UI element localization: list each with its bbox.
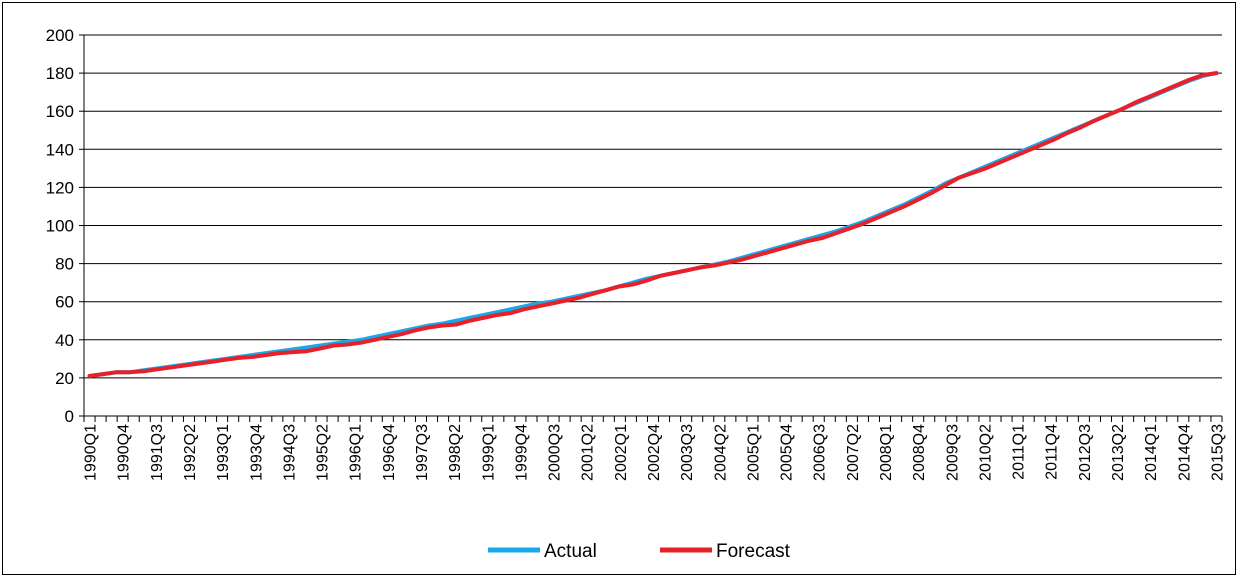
y-tick-label: 60 xyxy=(55,293,74,312)
legend-label-actual: Actual xyxy=(544,541,597,562)
y-tick-label: 180 xyxy=(46,64,74,83)
grid-lines xyxy=(84,34,1222,379)
y-tick-label: 160 xyxy=(46,102,74,121)
x-tick-label: 2009Q3 xyxy=(944,424,961,481)
x-tick-label: 2007Q2 xyxy=(845,424,862,481)
x-tick-label: 1996Q1 xyxy=(348,424,365,481)
x-tick-label: 2002Q1 xyxy=(613,424,630,481)
x-tick-label: 1992Q2 xyxy=(182,424,199,481)
y-tick-label: 80 xyxy=(55,255,74,274)
y-axis: 0 20 40 60 80 100 120 140 160 180 200 xyxy=(46,26,85,426)
x-tick-label: 2005Q4 xyxy=(779,424,796,481)
x-tick-label: 2006Q3 xyxy=(812,424,829,481)
x-tick-label: 2004Q2 xyxy=(712,424,729,481)
legend: Actual Forecast xyxy=(488,541,791,562)
x-tick-label: 1996Q4 xyxy=(381,424,398,481)
series-lines xyxy=(87,71,1219,378)
x-tick-label: 2003Q3 xyxy=(679,424,696,481)
y-tick-label: 100 xyxy=(46,217,74,236)
x-tick-label: 1999Q4 xyxy=(513,424,530,481)
x-tick-label: 1998Q2 xyxy=(447,424,464,481)
x-tick-label: 2014Q4 xyxy=(1176,424,1193,481)
x-axis: 1990Q1 1990Q4 1991Q3 1992Q2 1993Q1 1993Q4 1994… xyxy=(83,415,1226,481)
x-tick-label: 2011Q4 xyxy=(1044,424,1061,480)
x-tick-label: 2013Q2 xyxy=(1110,424,1127,481)
x-tick-label: 1991Q3 xyxy=(149,424,166,481)
series-line-forecast xyxy=(87,71,1219,378)
x-tick-label: 2002Q4 xyxy=(646,424,663,481)
x-tick-label: 2010Q2 xyxy=(977,424,994,481)
y-tick-label: 40 xyxy=(55,331,74,350)
x-tick-label: 1993Q1 xyxy=(215,424,232,481)
x-tick-label: 1999Q1 xyxy=(480,424,497,481)
x-tick-label: 2012Q3 xyxy=(1077,424,1094,481)
x-tick-label: 2008Q1 xyxy=(878,424,895,481)
x-tick-label: 2000Q3 xyxy=(547,424,564,481)
x-tick-label: 1994Q3 xyxy=(281,424,298,481)
x-tick-label: 2001Q2 xyxy=(580,424,597,481)
x-tick-label: 2015Q3 xyxy=(1209,424,1226,481)
x-tick-label: 2008Q4 xyxy=(911,424,928,481)
y-tick-label: 0 xyxy=(65,407,74,426)
x-tick-label: 2011Q1 xyxy=(1011,424,1028,480)
x-tick-label: 1990Q4 xyxy=(116,424,133,481)
series-line-actual xyxy=(87,71,1219,378)
x-tick-label: 1990Q1 xyxy=(83,424,100,481)
x-tick-label: 2005Q1 xyxy=(745,424,762,481)
x-tick-label: 1995Q2 xyxy=(315,424,332,481)
x-tick-label: 1993Q4 xyxy=(248,424,265,481)
y-tick-label: 20 xyxy=(55,369,74,388)
legend-label-forecast: Forecast xyxy=(716,541,791,562)
y-tick-label: 120 xyxy=(46,178,74,197)
x-tick-label: 2014Q1 xyxy=(1143,424,1160,481)
y-tick-label: 140 xyxy=(46,140,74,159)
y-tick-label: 200 xyxy=(46,26,74,45)
x-tick-label: 1997Q3 xyxy=(414,424,431,481)
